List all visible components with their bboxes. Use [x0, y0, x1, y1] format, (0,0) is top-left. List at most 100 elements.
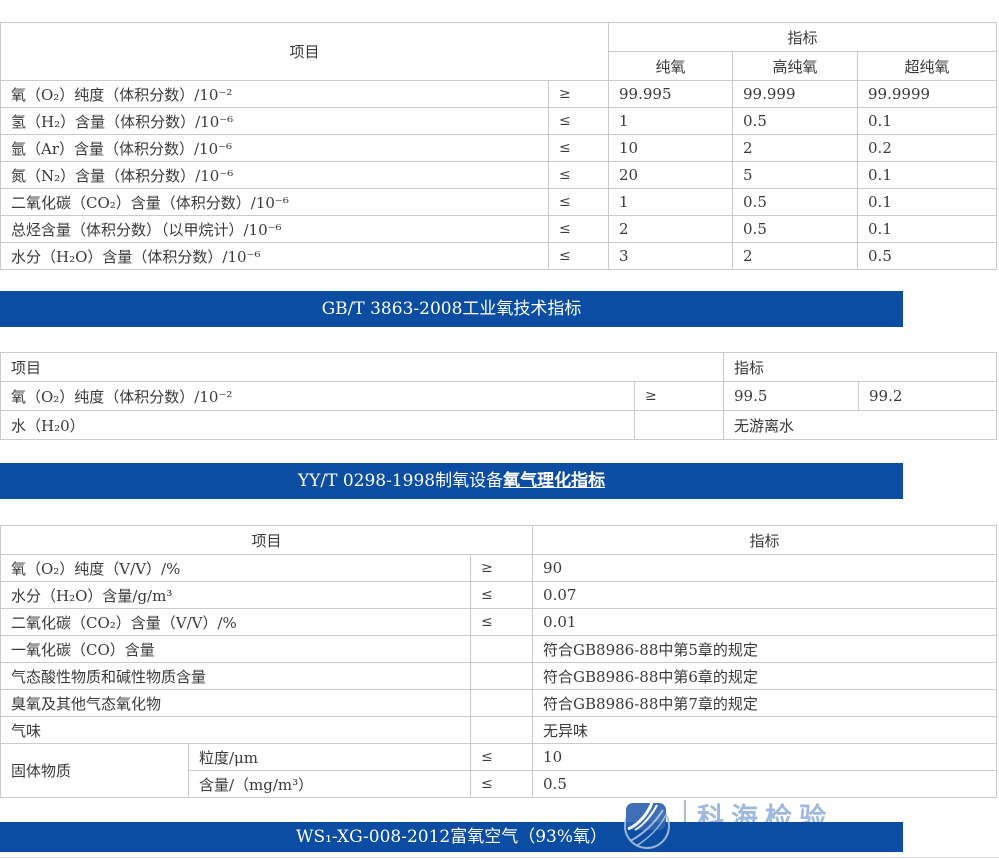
table-row: 水分（H₂O）含量/g/m³ ≤ 0.07: [0, 581, 998, 609]
row-value: 符合GB8986-88中第6章的规定: [532, 662, 998, 690]
page-bottom-divider: [0, 857, 999, 858]
row-operator: [469, 662, 534, 690]
table-row: 固体物质 粒度/μm ≤ 10: [0, 743, 998, 798]
row-item-label: 氧（O₂）纯度（体积分数）/10⁻²: [0, 381, 635, 411]
table2-header-item: 项目: [0, 352, 725, 382]
row-operator: ≤: [547, 107, 610, 135]
table-row: 二氧化碳（CO₂）含量（V/V）/% ≤ 0.01: [0, 608, 998, 636]
row-value: 0.5: [857, 242, 998, 270]
row-subitem-label: 含量/（mg/m³）: [188, 770, 471, 798]
row-item-label: 氢（H₂）含量（体积分数）/10⁻⁶: [0, 107, 549, 135]
row-operator: ≤: [469, 608, 534, 636]
table3-header-item: 项目: [0, 525, 534, 555]
row-value: 0.2: [857, 134, 998, 162]
table1-header-index: 指标: [608, 22, 998, 52]
row-operator: ≤: [469, 581, 534, 609]
row-operator: ≤: [547, 215, 610, 243]
row-item-label: 水（H₂0）: [0, 410, 635, 440]
table3-header-index: 指标: [532, 525, 998, 555]
row-value: 0.5: [732, 188, 859, 216]
row-value: 10: [608, 134, 734, 162]
row-operator: ≤: [547, 134, 610, 162]
row-value: 0.01: [532, 608, 998, 636]
row-value: 90: [532, 554, 998, 582]
row-value: 1: [608, 188, 734, 216]
table-row: 氮（N₂）含量（体积分数）/10⁻⁶ ≤ 20 5 0.1: [0, 161, 998, 189]
row-item-label: 氮（N₂）含量（体积分数）/10⁻⁶: [0, 161, 549, 189]
row-value: 2: [732, 134, 859, 162]
row-value: 5: [732, 161, 859, 189]
kehai-logo-icon: [622, 801, 672, 851]
row-operator: [469, 635, 534, 663]
row-value: 0.1: [857, 215, 998, 243]
row-value: 99.5: [723, 381, 860, 411]
row-value: 0.1: [857, 107, 998, 135]
row-value: 3: [608, 242, 734, 270]
row-value: 0.5: [732, 215, 859, 243]
row-value: 0.07: [532, 581, 998, 609]
row-operator: ≤: [547, 188, 610, 216]
banner-text: GB/T 3863-2008工业氧技术指标: [321, 299, 582, 319]
table-row: 总烃含量（体积分数）（以甲烷计）/10⁻⁶ ≤ 2 0.5 0.1: [0, 215, 998, 243]
row-value: 无游离水: [723, 410, 998, 440]
row-item-label-solid: 固体物质: [0, 743, 189, 798]
row-operator: [469, 716, 534, 744]
table-row: 水（H₂0） 无游离水: [0, 410, 998, 440]
row-item-label: 二氧化碳（CO₂）含量（V/V）/%: [0, 608, 471, 636]
table2-header-index: 指标: [723, 352, 998, 382]
table1-subheader-highpure: 高纯氧: [732, 51, 859, 81]
row-item-label: 氧（O₂）纯度（体积分数）/10⁻²: [0, 80, 549, 108]
row-value: 0.1: [857, 188, 998, 216]
row-operator: ≥: [633, 381, 725, 411]
table-row: 二氧化碳（CO₂）含量（体积分数）/10⁻⁶ ≤ 1 0.5 0.1: [0, 188, 998, 216]
row-operator: ≤: [547, 242, 610, 270]
table-row: 氧（O₂）纯度（体积分数）/10⁻² ≥ 99.995 99.999 99.99…: [0, 80, 998, 108]
row-item-label: 氧（O₂）纯度（V/V）/%: [0, 554, 471, 582]
row-item-label: 臭氧及其他气态氧化物: [0, 689, 471, 717]
table1-header-item: 项目: [0, 22, 610, 81]
oxygen-physicochemical-table: 项目 指标 氧（O₂）纯度（V/V）/% ≥ 90 水分（H₂O）含量/g/m³…: [0, 525, 998, 798]
table-row: 氩（Ar）含量（体积分数）/10⁻⁶ ≤ 10 2 0.2: [0, 134, 998, 162]
row-operator: ≥: [547, 80, 610, 108]
row-value: 20: [608, 161, 734, 189]
row-operator: [469, 689, 534, 717]
table1-subheader-pure: 纯氧: [608, 51, 734, 81]
row-item-label: 二氧化碳（CO₂）含量（体积分数）/10⁻⁶: [0, 188, 549, 216]
table-row: 氧（O₂）纯度（体积分数）/10⁻² ≥ 99.5 99.2: [0, 381, 998, 411]
row-value: 1: [608, 107, 734, 135]
table-row: 气态酸性物质和碱性物质含量 符合GB8986-88中第6章的规定: [0, 662, 998, 690]
row-operator: ≥: [469, 554, 534, 582]
row-value: 99.995: [608, 80, 734, 108]
table-row: 臭氧及其他气态氧化物 符合GB8986-88中第7章的规定: [0, 689, 998, 717]
row-operator: ≤: [469, 770, 534, 798]
row-item-label: 水分（H₂O）含量（体积分数）/10⁻⁶: [0, 242, 549, 270]
row-value: 0.5: [732, 107, 859, 135]
table-row: 项目 指标: [0, 352, 998, 382]
row-value: 10: [532, 743, 998, 771]
row-item-label: 气态酸性物质和碱性物质含量: [0, 662, 471, 690]
table-row: 氧（O₂）纯度（V/V）/% ≥ 90: [0, 554, 998, 582]
row-value: 符合GB8986-88中第7章的规定: [532, 689, 998, 717]
table-row: 水分（H₂O）含量（体积分数）/10⁻⁶ ≤ 3 2 0.5: [0, 242, 998, 270]
row-value: 无异味: [532, 716, 998, 744]
row-value: 0.1: [857, 161, 998, 189]
row-value: 0.5: [532, 770, 998, 798]
row-item-label: 总烃含量（体积分数）（以甲烷计）/10⁻⁶: [0, 215, 549, 243]
row-value: 99.999: [732, 80, 859, 108]
table-row: 含量/（mg/m³） ≤ 0.5: [1, 770, 998, 798]
row-value: 99.9999: [857, 80, 998, 108]
banner-text-bold: 氧气理化指标: [503, 471, 606, 491]
section-banner-enriched-air: WS₁-XG-008-2012富氧空气（93%氧）: [0, 822, 903, 852]
row-item-label: 水分（H₂O）含量/g/m³: [0, 581, 471, 609]
section-banner-industrial-oxygen: GB/T 3863-2008工业氧技术指标: [0, 291, 903, 327]
row-item-label: 气味: [0, 716, 471, 744]
row-value: 2: [732, 242, 859, 270]
row-item-label: 一氧化碳（CO）含量: [0, 635, 471, 663]
table-row: 氢（H₂）含量（体积分数）/10⁻⁶ ≤ 1 0.5 0.1: [0, 107, 998, 135]
section-banner-oxygen-equipment: YY/T 0298-1998制氧设备氧气理化指标: [0, 463, 903, 499]
table1-subheader-ultrapure: 超纯氧: [857, 51, 998, 81]
row-operator: ≤: [547, 161, 610, 189]
table-row: 气味 无异味: [0, 716, 998, 744]
table-row: 一氧化碳（CO）含量 符合GB8986-88中第5章的规定: [0, 635, 998, 663]
row-value: 99.2: [858, 381, 998, 411]
